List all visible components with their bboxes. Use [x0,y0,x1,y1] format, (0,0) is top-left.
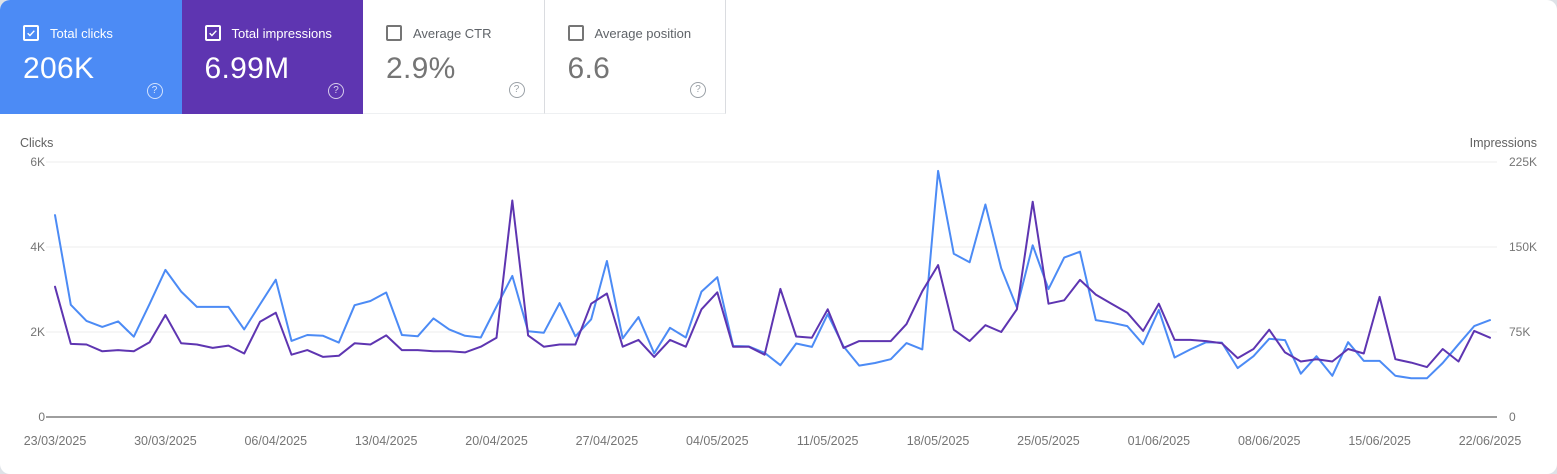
metric-card-label: Total clicks [50,25,113,41]
x-axis-tick-label: 15/06/2025 [1348,434,1411,448]
metric-card-total-impressions[interactable]: Total impressions 6.99M ? [181,0,364,114]
left-axis-tick-label: 4K [30,240,45,254]
x-axis-tick-label: 13/04/2025 [355,434,418,448]
x-axis-tick-label: 08/06/2025 [1238,434,1301,448]
x-axis-tick-label: 23/03/2025 [24,434,87,448]
help-icon[interactable]: ? [328,83,344,99]
metric-card-header: Average position [567,25,726,41]
x-axis-tick-label: 01/06/2025 [1128,434,1191,448]
metric-cards-row: Total clicks 206K ? Total impressions 6.… [0,0,1557,114]
help-icon[interactable]: ? [690,82,706,98]
average-position-checkbox[interactable] [567,25,584,41]
metric-card-value: 206K [23,52,95,85]
x-axis-tick-label: 11/05/2025 [797,434,859,448]
total-impressions-checkbox[interactable] [204,25,221,41]
total-clicks-checkbox[interactable] [23,25,39,41]
clicks-line[interactable] [54,169,1491,380]
metric-card-value: 6.6 [567,52,611,85]
check-icon [208,30,217,37]
left-axis-tick-label: 0 [38,410,45,424]
metric-card-average-ctr[interactable]: Average CTR 2.9% ? [363,0,545,114]
metric-card-value: 6.99M [204,52,290,85]
metric-card-label: Average position [594,25,692,41]
performance-chart-svg[interactable]: 0 0 2K 75K 4K 150K 6K 225K Clicks Impressions 23/0… [0,128,1557,474]
metric-card-total-clicks[interactable]: Total clicks 206K ? [0,0,182,114]
x-axis-tick-label: 04/05/2025 [686,434,749,448]
x-axis-tick-label: 06/04/2025 [244,434,307,448]
right-axis-tick-label: 225K [1509,155,1537,169]
metric-card-value: 2.9% [386,52,456,85]
x-axis-tick-label: 20/04/2025 [465,434,528,448]
x-axis-tick-label: 25/05/2025 [1017,434,1080,448]
help-icon[interactable]: ? [508,82,525,98]
x-axis-tick-label: 27/04/2025 [576,434,639,448]
x-axis-tick-label: 30/03/2025 [134,434,197,448]
right-axis-tick-label: 0 [1509,410,1516,424]
metric-card-header: Total impressions [204,25,364,41]
right-axis-tick-label: 150K [1509,240,1537,254]
x-axis-tick-label: 22/06/2025 [1459,434,1522,448]
metric-card-header: Total clicks [23,25,182,41]
left-axis-tick-label: 2K [30,325,45,339]
left-axis-tick-label: 6K [30,155,45,169]
right-axis-title: Impressions [1470,136,1537,150]
impressions-line[interactable] [54,199,1491,369]
left-axis-title: Clicks [20,136,53,150]
metric-card-average-position[interactable]: Average position 6.6 ? [544,0,726,114]
help-icon[interactable]: ? [146,83,163,99]
right-axis-tick-label: 75K [1509,325,1530,339]
metric-card-label: Total impressions [231,25,332,41]
performance-chart[interactable]: 0 0 2K 75K 4K 150K 6K 225K Clicks Impressions 23/0… [0,128,1557,474]
metric-card-header: Average CTR [386,25,544,41]
average-ctr-checkbox[interactable] [386,25,402,41]
x-axis-tick-label: 18/05/2025 [907,434,970,448]
check-icon [27,30,35,37]
metric-card-label: Average CTR [413,25,492,41]
